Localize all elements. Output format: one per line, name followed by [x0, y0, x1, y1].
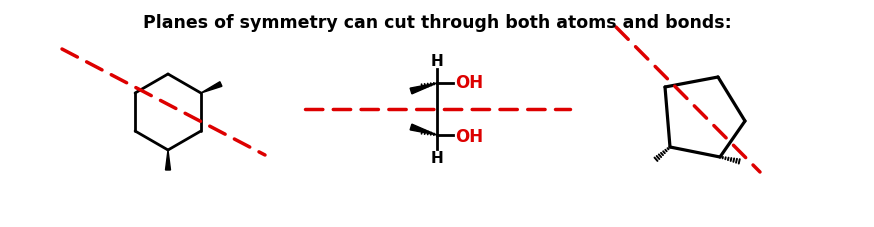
Text: Planes of symmetry can cut through both atoms and bonds:: Planes of symmetry can cut through both …	[142, 14, 732, 32]
Text: OH: OH	[455, 127, 483, 145]
Polygon shape	[165, 150, 170, 170]
Text: H: H	[431, 150, 443, 165]
Text: OH: OH	[455, 74, 483, 92]
Polygon shape	[201, 82, 222, 94]
Polygon shape	[410, 84, 437, 94]
Polygon shape	[410, 125, 437, 135]
Text: H: H	[431, 54, 443, 69]
